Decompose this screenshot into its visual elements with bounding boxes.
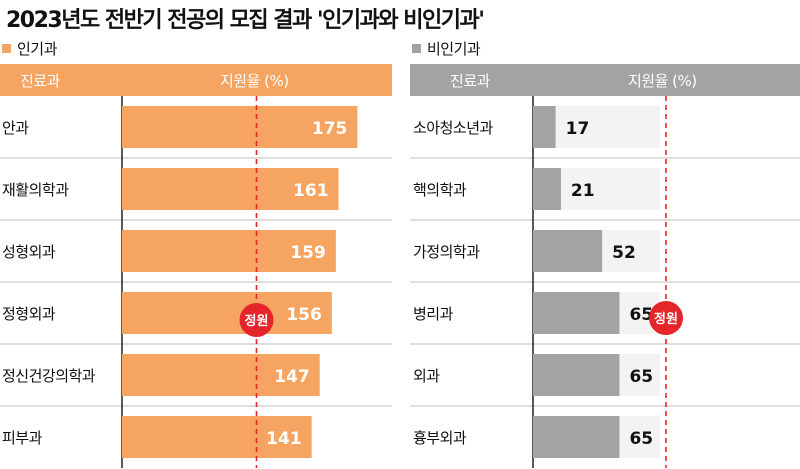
popular-panel-label: 인기과	[2, 38, 57, 59]
data-label: 65	[629, 305, 653, 325]
quota-badge-label: 정원	[654, 311, 678, 327]
data-label: 65	[629, 429, 653, 449]
bar	[533, 230, 603, 272]
bar	[122, 106, 358, 148]
bar	[122, 416, 312, 458]
bar	[122, 168, 339, 210]
data-label: 21	[571, 181, 595, 201]
data-label: 141	[266, 429, 302, 449]
bar	[122, 354, 320, 396]
category-label: 피부과	[2, 429, 43, 447]
category-label: 재활의학과	[2, 181, 69, 199]
data-label: 159	[290, 243, 326, 263]
bar	[533, 354, 620, 396]
unpopular-category-header: 진료과	[450, 72, 490, 90]
popular-value-header: 지원율 (%)	[220, 72, 289, 90]
data-label: 156	[286, 305, 322, 325]
data-label: 65	[629, 367, 653, 387]
category-label: 성형외과	[2, 243, 56, 261]
data-label: 52	[612, 243, 636, 263]
unpopular-panel-label: 비인기과	[412, 38, 481, 59]
quota-badge	[239, 303, 274, 337]
category-label: 정신건강의학과	[2, 367, 96, 385]
category-label: 정형외과	[2, 305, 56, 323]
data-label: 175	[312, 119, 348, 139]
category-label: 병리과	[413, 305, 454, 323]
bar	[533, 106, 556, 148]
popular-legend-swatch	[2, 44, 11, 53]
data-label: 161	[293, 181, 329, 201]
popular-panel-title: 인기과	[17, 40, 57, 58]
unpopular-panel-title: 비인기과	[427, 40, 481, 58]
quota-badge	[649, 301, 683, 335]
bar	[122, 292, 332, 334]
category-label: 핵의학과	[413, 181, 467, 199]
data-label: 17	[566, 119, 590, 139]
quota-badge-label: 정원	[245, 313, 269, 329]
category-label: 흉부외과	[413, 429, 467, 447]
unpopular-value-header: 지원율 (%)	[628, 72, 697, 90]
unpopular-legend-swatch	[412, 44, 421, 53]
category-label: 안과	[2, 119, 29, 137]
category-label: 가정의학과	[413, 243, 480, 261]
bar	[533, 416, 620, 458]
popular-category-header: 진료과	[20, 72, 60, 90]
category-label: 외과	[413, 367, 440, 385]
bar	[533, 292, 620, 334]
unpopular-table-header: 진료과 지원율 (%)	[410, 64, 800, 96]
popular-bar-chart: 안과 175 재활의학과 161 성형외과 159 정형외과 156 정신건강의학과 147 피부과…	[0, 96, 392, 468]
bar	[533, 168, 561, 210]
popular-table-header: 진료과 지원율 (%)	[0, 64, 392, 96]
category-label: 소아청소년과	[413, 119, 494, 137]
bar	[122, 230, 336, 272]
chart-title: 2023년도 전반기 전공의 모집 결과 '인기과와 비인기과'	[6, 8, 485, 33]
data-label: 147	[274, 367, 310, 387]
